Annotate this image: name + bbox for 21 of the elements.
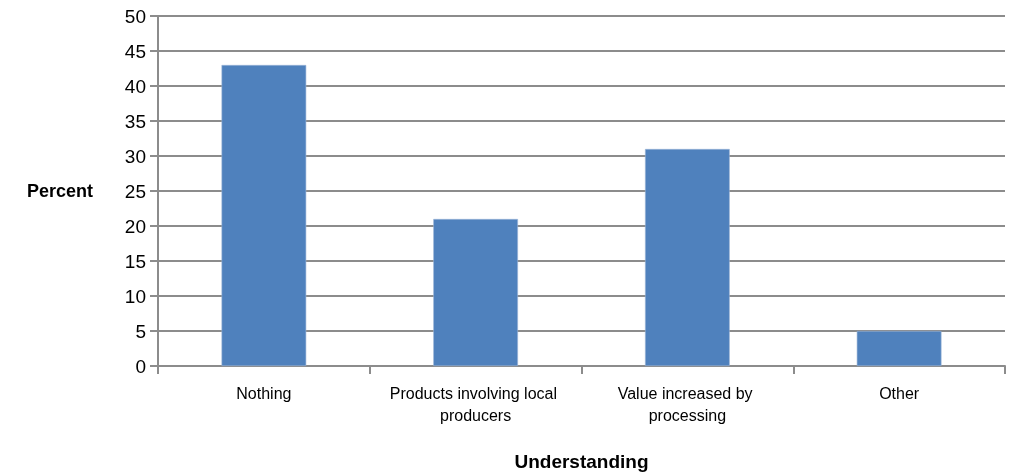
- bar: [221, 65, 307, 366]
- y-tick-label: 40: [124, 75, 146, 97]
- y-tick-label: 15: [124, 250, 146, 272]
- x-tick-label: Products involving local producers: [389, 384, 562, 424]
- x-axis-title: Understanding: [514, 451, 649, 472]
- y-tick-label: 35: [124, 110, 146, 132]
- y-tick-label: 30: [124, 145, 146, 167]
- bar: [433, 219, 518, 366]
- bar: [645, 149, 730, 366]
- x-tick-label: Nothing: [236, 384, 292, 402]
- y-tick-label: 50: [124, 5, 146, 27]
- x-tick-label: Other: [879, 384, 920, 402]
- y-tick-label: 5: [135, 320, 146, 342]
- bar: [856, 331, 942, 366]
- y-tick-label: 10: [124, 285, 146, 307]
- y-tick-label: 0: [135, 355, 146, 377]
- x-tick-label: Value increased by processing: [617, 384, 758, 424]
- y-axis-title: Percent: [26, 181, 94, 201]
- y-tick-label: 20: [124, 215, 146, 237]
- y-tick-label: 25: [124, 180, 146, 202]
- y-tick-label: 45: [124, 40, 146, 62]
